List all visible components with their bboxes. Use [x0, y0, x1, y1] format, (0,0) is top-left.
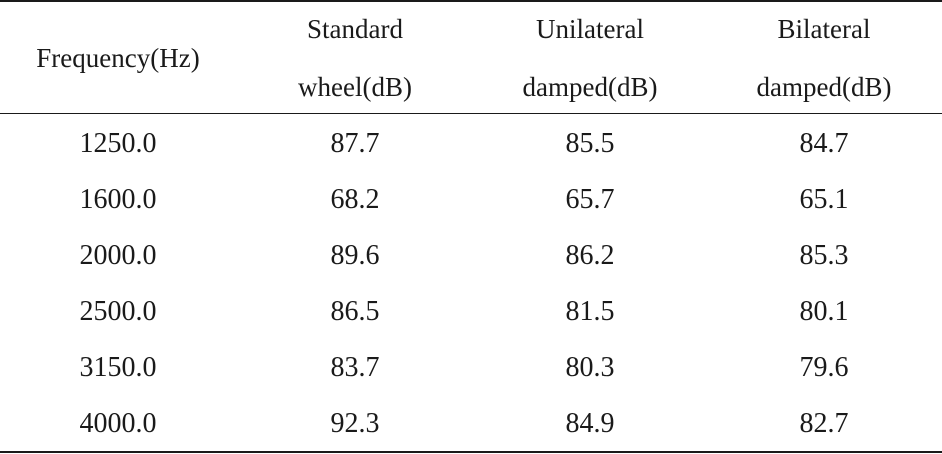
- table-header-rule: [0, 113, 942, 114]
- header-unilateral-damped-line-1: Unilateral: [536, 13, 644, 44]
- header-frequency-line-1: Frequency(Hz): [36, 42, 200, 73]
- cell-standard-wheel: 89.6: [330, 240, 380, 271]
- table-bottom-rule: [0, 451, 942, 453]
- table-row: 4000.0 92.3 84.9 82.7: [0, 396, 942, 452]
- header-unilateral-damped-line-2: damped(dB): [522, 71, 658, 102]
- cell-bilateral-damped: 65.1: [799, 184, 849, 215]
- cell-bilateral-damped: 80.1: [799, 296, 849, 327]
- table-row: 1250.0 87.7 85.5 84.7: [0, 116, 942, 172]
- header-frequency: Frequency(Hz): [0, 2, 236, 113]
- table-row: 1600.0 68.2 65.7 65.1: [0, 172, 942, 228]
- cell-standard-wheel: 83.7: [330, 352, 380, 383]
- cell-frequency: 4000.0: [79, 408, 157, 439]
- cell-frequency: 3150.0: [79, 352, 157, 383]
- cell-frequency: 1250.0: [79, 128, 157, 159]
- header-standard-wheel-line-2: wheel(dB): [298, 71, 412, 102]
- cell-unilateral-damped: 86.2: [565, 240, 615, 271]
- table-top-rule: [0, 0, 942, 2]
- cell-unilateral-damped: 85.5: [565, 128, 615, 159]
- table-row: 3150.0 83.7 80.3 79.6: [0, 340, 942, 396]
- table-row: 2500.0 86.5 81.5 80.1: [0, 284, 942, 340]
- cell-frequency: 1600.0: [79, 184, 157, 215]
- cell-standard-wheel: 87.7: [330, 128, 380, 159]
- cell-unilateral-damped: 65.7: [565, 184, 615, 215]
- table-row: 2000.0 89.6 86.2 85.3: [0, 228, 942, 284]
- cell-frequency: 2000.0: [79, 240, 157, 271]
- cell-standard-wheel: 92.3: [330, 408, 380, 439]
- header-bilateral-damped-line-2: damped(dB): [756, 71, 892, 102]
- header-bilateral-damped-line-1: Bilateral: [777, 13, 871, 44]
- cell-unilateral-damped: 80.3: [565, 352, 615, 383]
- cell-standard-wheel: 86.5: [330, 296, 380, 327]
- cell-unilateral-damped: 81.5: [565, 296, 615, 327]
- cell-bilateral-damped: 82.7: [799, 408, 849, 439]
- cell-standard-wheel: 68.2: [330, 184, 380, 215]
- cell-bilateral-damped: 85.3: [799, 240, 849, 271]
- header-bilateral-damped: Bilateral damped(dB): [706, 2, 942, 113]
- cell-bilateral-damped: 79.6: [799, 352, 849, 383]
- cell-frequency: 2500.0: [79, 296, 157, 327]
- header-standard-wheel: Standard wheel(dB): [236, 2, 474, 113]
- cell-unilateral-damped: 84.9: [565, 408, 615, 439]
- header-unilateral-damped: Unilateral damped(dB): [474, 2, 706, 113]
- header-standard-wheel-line-1: Standard: [307, 13, 403, 44]
- cell-bilateral-damped: 84.7: [799, 128, 849, 159]
